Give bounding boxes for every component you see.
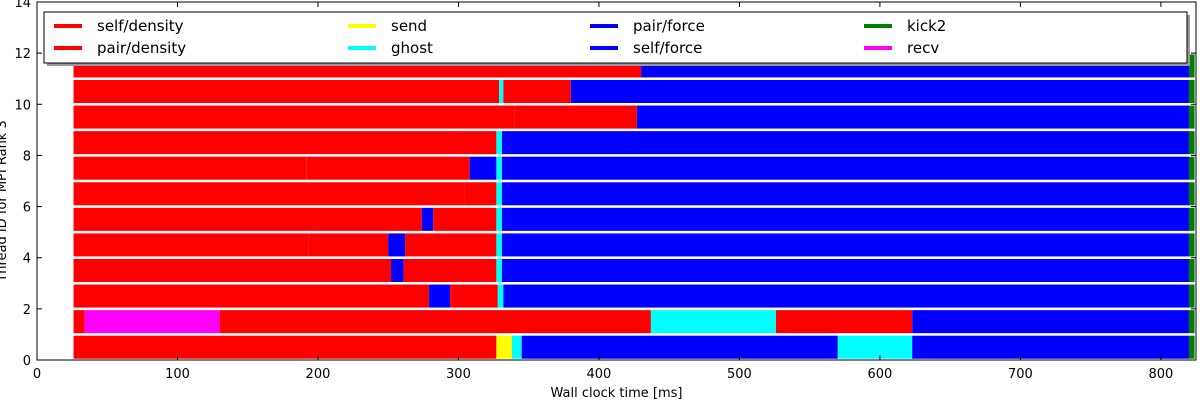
task-bar (570, 79, 1189, 104)
task-bar (497, 284, 504, 308)
task-bar (73, 310, 85, 334)
task-bar (1188, 310, 1195, 334)
task-bar (73, 131, 459, 155)
task-bar (73, 79, 500, 104)
task-bar (1188, 335, 1195, 359)
x-tick-label: 700 (1008, 367, 1033, 382)
task-bar (1188, 105, 1195, 129)
task-bar (912, 335, 1189, 359)
task-bar (514, 105, 637, 129)
task-bar (73, 258, 392, 283)
legend-label: recv (907, 39, 939, 57)
task-bar (73, 284, 429, 308)
legend-label: pair/force (633, 17, 705, 35)
task-bar (73, 182, 465, 206)
task-bar (837, 335, 913, 359)
task-bar (650, 310, 776, 334)
task-bar (496, 207, 503, 231)
y-tick-label: 10 (14, 98, 31, 113)
task-bar (496, 335, 512, 359)
y-tick-label: 8 (23, 149, 31, 164)
y-axis-title: Thread ID for MPI Rank 3 (0, 120, 10, 282)
task-bar (219, 310, 651, 334)
task-bar (306, 156, 470, 180)
task-bar (450, 284, 498, 308)
task-bar (403, 258, 497, 283)
y-tick-label: 6 (23, 201, 31, 216)
task-bar (496, 233, 503, 257)
legend-label: ghost (391, 39, 433, 57)
x-axis-title: Wall clock time [ms] (551, 386, 683, 400)
task-bar (503, 284, 1189, 308)
legend-label: send (391, 17, 427, 35)
task-bar (84, 310, 220, 334)
task-bar (388, 233, 406, 257)
task-bar (636, 105, 1189, 129)
legend-label: self/density (97, 17, 184, 35)
legend: self/density pair/density send ghost pair/fo… (43, 11, 1190, 66)
x-tick-label: 0 (33, 367, 41, 382)
task-bar (433, 207, 497, 231)
task-bar (73, 335, 497, 359)
task-bar (73, 105, 515, 129)
task-bars (73, 54, 1195, 359)
x-tick-label: 800 (1148, 367, 1173, 382)
task-bar (1188, 131, 1195, 155)
task-bar (421, 207, 434, 231)
task-bar (73, 233, 309, 257)
task-bar (391, 258, 404, 283)
task-bar (503, 79, 571, 104)
task-bar (912, 310, 1189, 334)
task-bar (1188, 207, 1195, 231)
task-bar (73, 156, 307, 180)
legend-box (43, 11, 1188, 64)
legend-label: self/force (633, 39, 702, 57)
task-bar (1188, 258, 1195, 283)
task-bar (1188, 79, 1195, 104)
task-bar (496, 131, 503, 155)
legend-label: pair/density (97, 39, 186, 57)
task-bar (502, 233, 1189, 257)
task-bar (1188, 156, 1195, 180)
task-bar (502, 182, 1189, 206)
task-bar (458, 131, 497, 155)
task-bar (469, 156, 497, 180)
task-bar (521, 335, 838, 359)
task-bar (502, 156, 1189, 180)
task-bar (464, 182, 497, 206)
y-tick-label: 0 (23, 354, 31, 369)
task-bar (496, 182, 503, 206)
y-tick-label: 12 (14, 47, 31, 62)
y-tick-label: 2 (23, 303, 31, 318)
task-bar (1188, 182, 1195, 206)
plot-frame (36, 1, 1197, 361)
x-tick-label: 600 (867, 367, 892, 382)
task-bar (308, 233, 389, 257)
x-tick-label: 100 (165, 367, 190, 382)
task-bar (1188, 54, 1195, 78)
task-bar (496, 156, 503, 180)
y-tick-label: 4 (23, 252, 31, 267)
x-tick-label: 300 (446, 367, 471, 382)
task-bar (499, 79, 504, 104)
task-bar (775, 310, 913, 334)
task-bar (502, 258, 1189, 283)
task-bar (502, 131, 1189, 155)
x-tick-label: 200 (306, 367, 331, 382)
axis-ticks: 0 100 200 300 400 500 600 700 800 0 2 4 6 8 10 12 14 (14, 0, 1196, 382)
task-bar (496, 258, 503, 283)
task-bar (428, 284, 451, 308)
x-tick-label: 500 (727, 367, 752, 382)
x-tick-label: 400 (587, 367, 612, 382)
task-bar (405, 233, 497, 257)
task-bar (1188, 233, 1195, 257)
task-bar (502, 207, 1189, 231)
task-bar (73, 207, 422, 231)
y-tick-label: 14 (14, 0, 31, 11)
task-bar (511, 335, 522, 359)
legend-label: kick2 (907, 17, 946, 35)
task-bar (1188, 284, 1195, 308)
